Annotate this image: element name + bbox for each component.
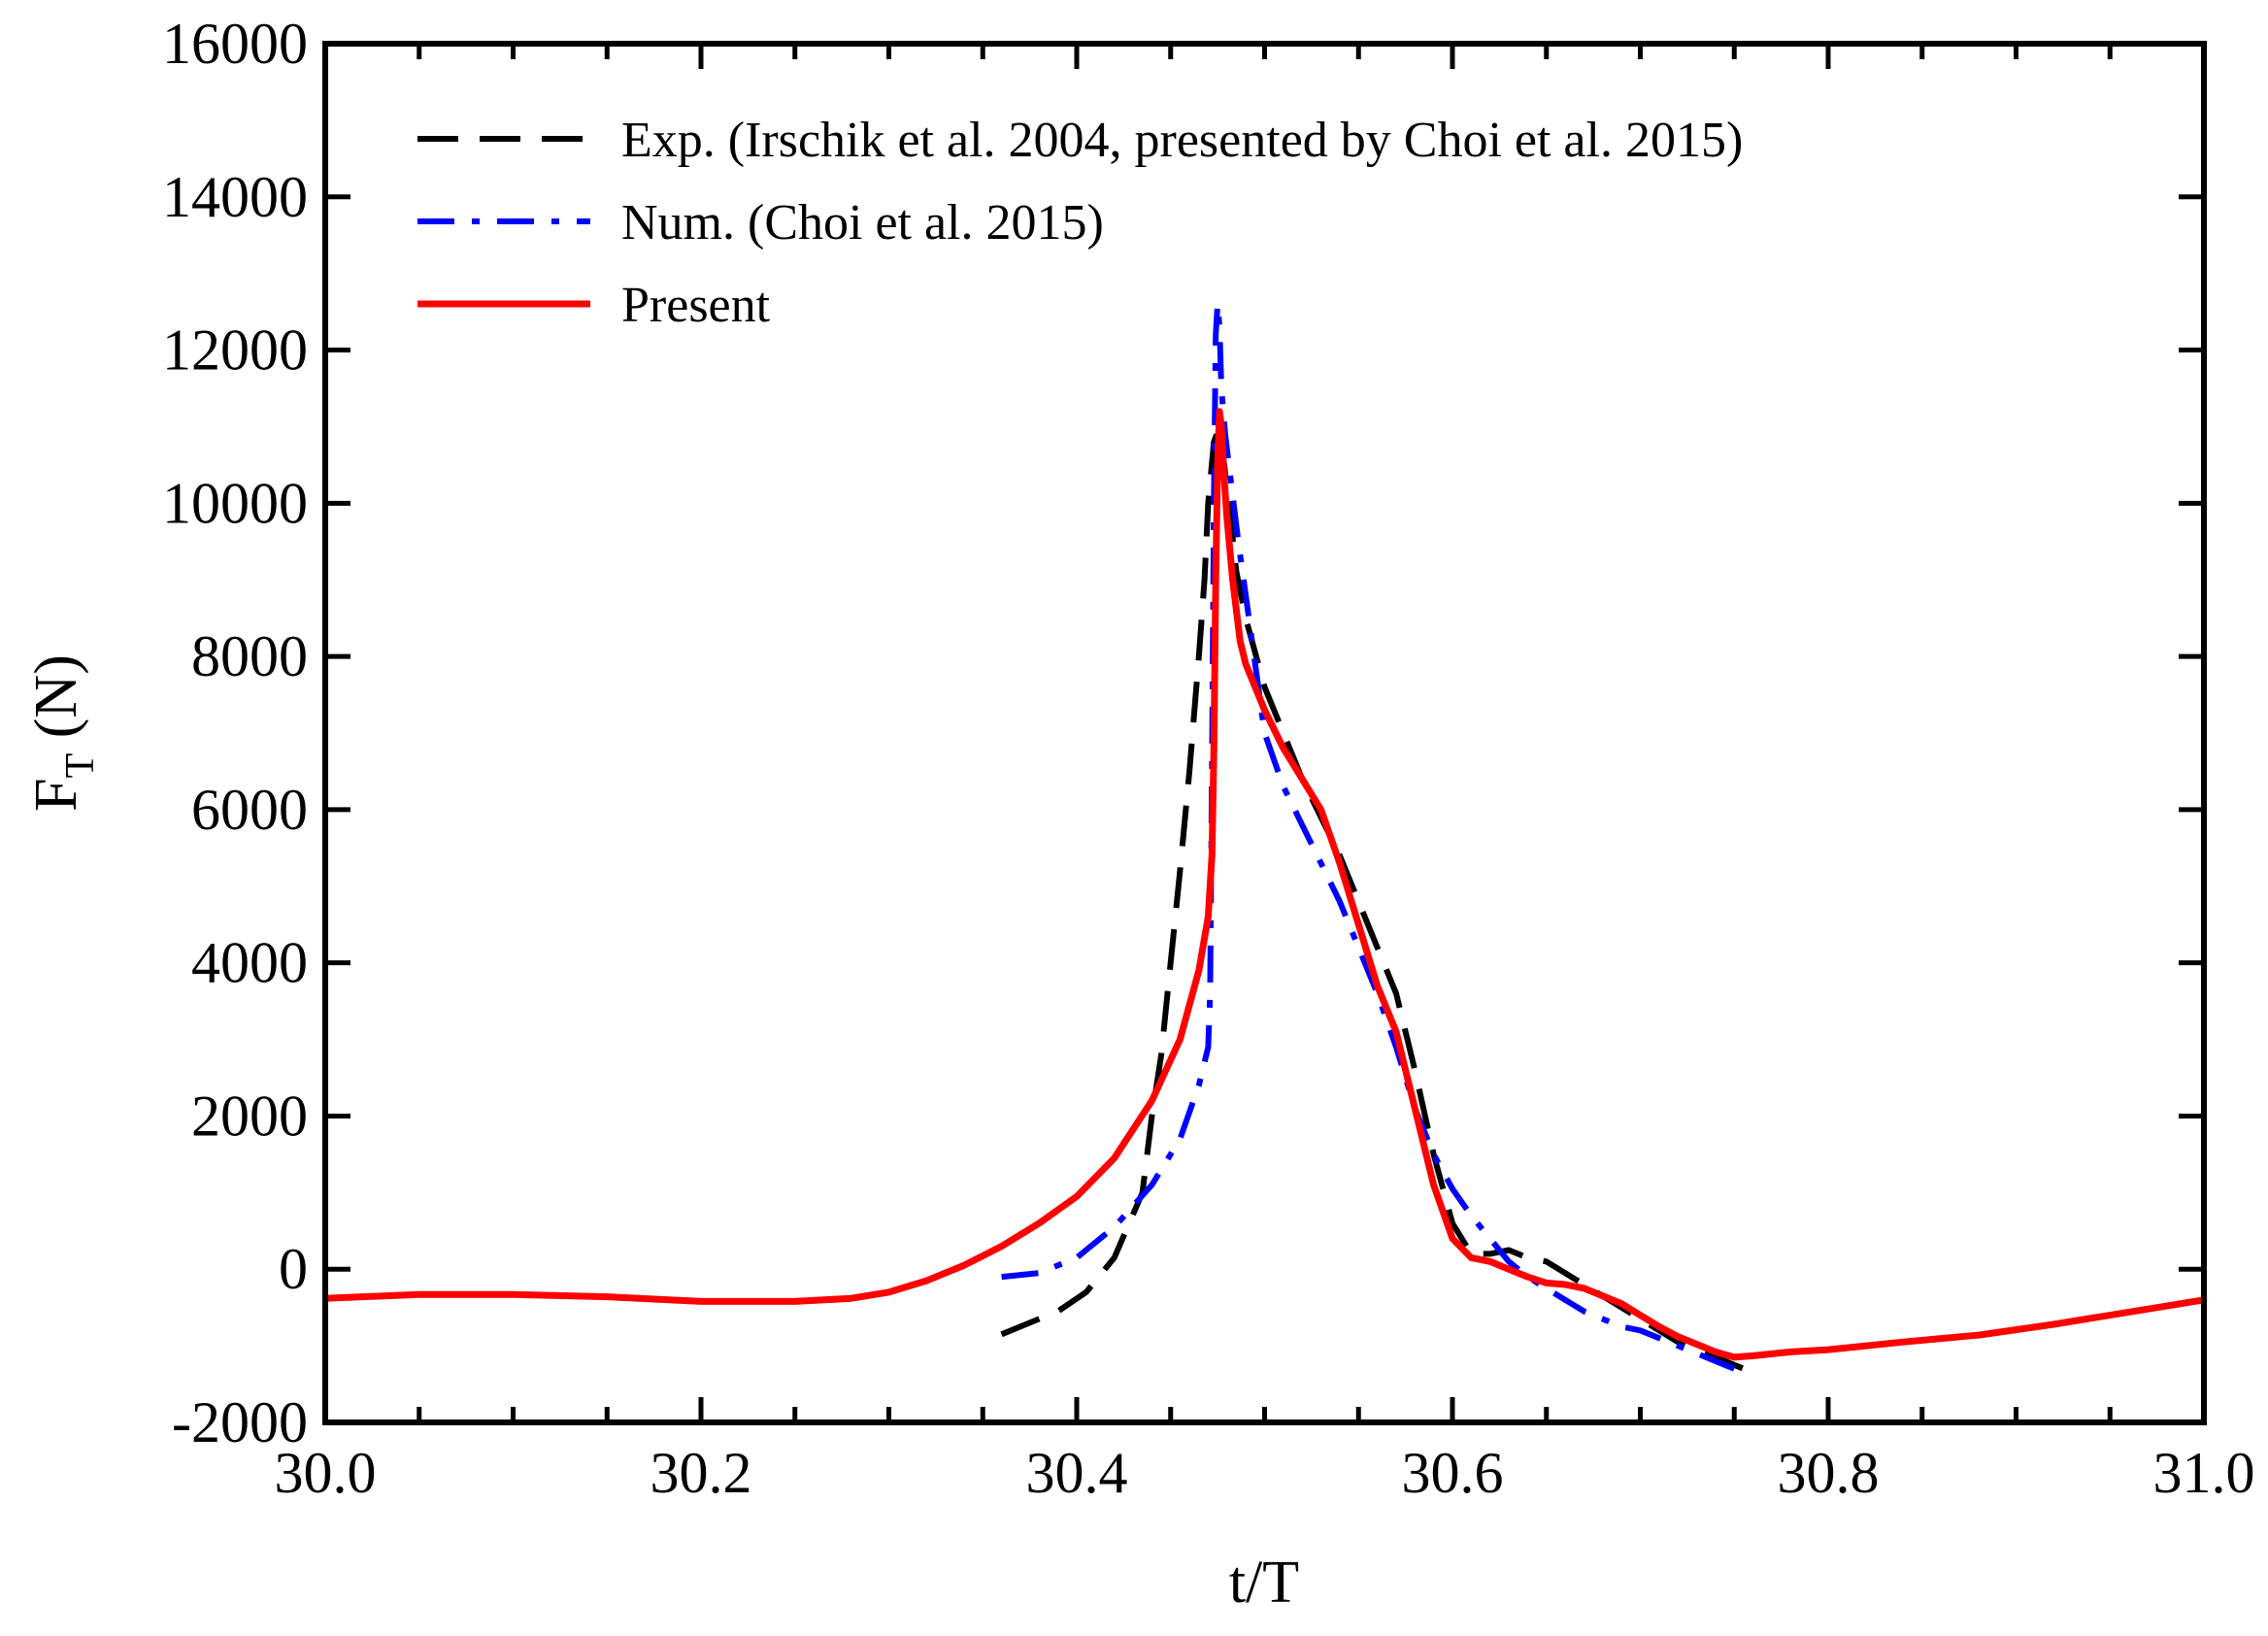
legend-label-1: Exp. (Irschik et al. 2004, presented by … — [621, 113, 1743, 168]
y-tick-label: 0 — [279, 1237, 308, 1301]
series-line-3 — [325, 408, 2204, 1361]
x-tick-label: 30.4 — [1026, 1441, 1128, 1505]
legend: Exp. (Irschik et al. 2004, presented by … — [417, 113, 1743, 333]
y-tick-label: 2000 — [191, 1084, 308, 1148]
y-tick-label: -2000 — [172, 1390, 308, 1454]
x-tick-labels: 30.0 30.2 30.4 30.6 30.8 31.0 — [275, 1441, 2255, 1505]
x-tick-label: 30.2 — [650, 1441, 752, 1505]
x-tick-label: 30.8 — [1778, 1441, 1880, 1505]
y-tick-label: 16000 — [162, 12, 308, 76]
y-tick-label: 14000 — [162, 165, 308, 229]
y-axis-title: FT (N) — [23, 654, 103, 812]
y-tick-label: 8000 — [191, 624, 308, 688]
series-line-2 — [1001, 301, 1736, 1372]
y-tick-label: 4000 — [191, 931, 308, 995]
y-tick-label: 12000 — [162, 318, 308, 383]
y-tick-label: 10000 — [162, 471, 308, 535]
ticks-layer — [322, 41, 2207, 1425]
series-layer — [325, 301, 2204, 1376]
x-axis-title: t/T — [1229, 1550, 1299, 1616]
legend-label-2: Num. (Choi et al. 2015) — [621, 195, 1104, 250]
y-axis-title-main: F — [23, 778, 89, 811]
y-tick-label: 6000 — [191, 778, 308, 842]
legend-label-3: Present — [621, 278, 771, 333]
series-line-1 — [1000, 423, 1754, 1376]
y-axis-title-sub: T — [58, 753, 103, 779]
y-axis-title-unit: (N) — [23, 654, 89, 753]
x-tick-label: 30.0 — [275, 1441, 377, 1505]
plot-frame — [322, 41, 2207, 1425]
x-tick-label: 30.6 — [1402, 1441, 1504, 1505]
x-tick-label: 31.0 — [2153, 1441, 2255, 1505]
y-tick-labels: -2000 0 2000 4000 6000 8000 10000 12000 14000 160… — [162, 12, 308, 1454]
